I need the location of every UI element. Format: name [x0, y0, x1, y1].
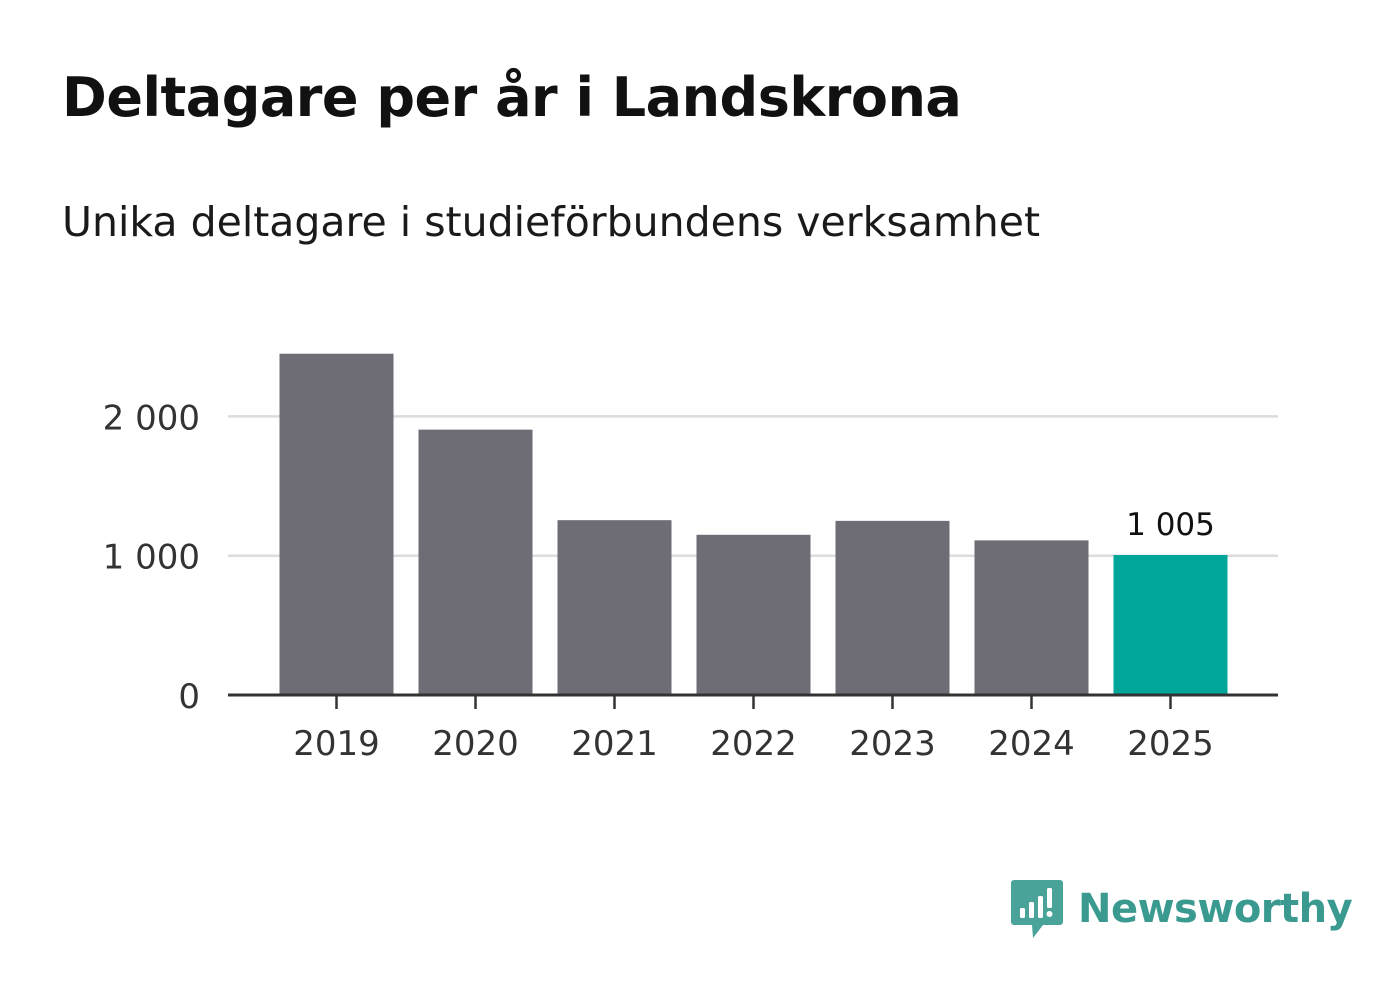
bar — [696, 534, 811, 695]
x-tick-label: 2019 — [293, 724, 380, 764]
brand-name: Newsworthy — [1078, 886, 1353, 932]
bar — [279, 353, 394, 695]
chart-subtitle: Unika deltagare i studieförbundens verks… — [62, 198, 1041, 246]
x-tick-label: 2023 — [849, 724, 936, 764]
bar — [835, 520, 950, 695]
y-tick-label: 1 000 — [103, 538, 200, 578]
bar — [418, 429, 533, 695]
bar — [557, 520, 672, 695]
x-tick-label: 2022 — [710, 724, 797, 764]
bar — [1113, 555, 1228, 695]
x-tick-label: 2025 — [1127, 724, 1214, 764]
data-label: 1 005 — [1126, 507, 1215, 543]
y-tick-label: 0 — [178, 677, 200, 717]
newsworthy-logo-icon — [1011, 880, 1063, 938]
chart-title: Deltagare per år i Landskrona — [62, 66, 962, 129]
x-tick-label: 2020 — [432, 724, 519, 764]
brand: Newsworthy — [1010, 878, 1353, 940]
x-tick-label: 2021 — [571, 724, 658, 764]
bar — [974, 540, 1089, 695]
y-tick-label: 2 000 — [103, 398, 200, 438]
x-tick-label: 2024 — [988, 724, 1075, 764]
